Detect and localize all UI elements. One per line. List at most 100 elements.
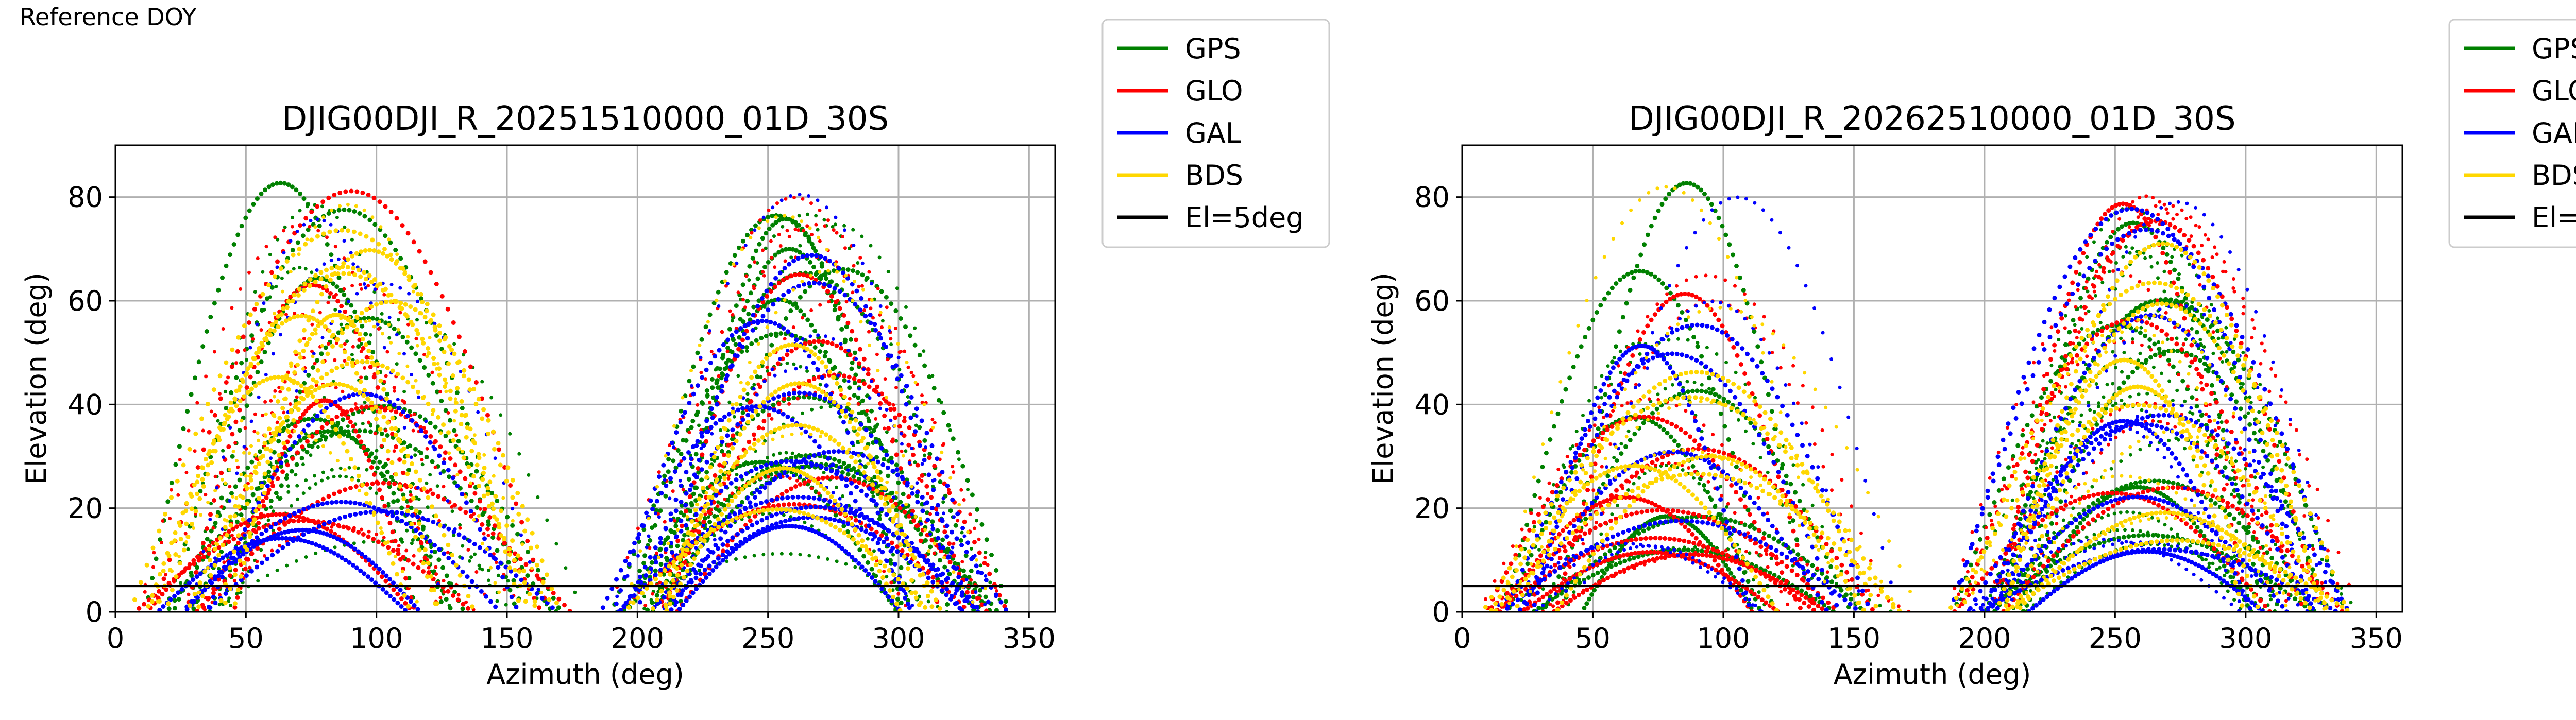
track-point: [689, 483, 694, 488]
track-point: [375, 533, 379, 536]
track-point: [769, 332, 774, 337]
track-point: [671, 458, 676, 464]
track-point: [395, 516, 400, 521]
track-point: [322, 218, 326, 222]
track-point: [814, 214, 818, 218]
track-point: [683, 410, 687, 415]
track-point: [745, 392, 750, 396]
track-point: [489, 490, 495, 495]
track-point: [428, 440, 433, 445]
track-point: [661, 572, 666, 577]
track-point: [237, 477, 242, 483]
track-point: [704, 388, 709, 393]
track-point: [859, 488, 864, 493]
track-point: [975, 596, 980, 601]
track-point: [752, 437, 756, 441]
series-glo: [137, 188, 1007, 612]
track-point: [292, 370, 297, 375]
track-point: [360, 287, 364, 291]
track-point: [715, 298, 719, 302]
track-point: [679, 408, 684, 414]
track-point: [857, 347, 862, 352]
track-point: [932, 551, 936, 555]
track-point: [242, 560, 247, 565]
track-point: [366, 534, 371, 539]
track-point: [861, 453, 866, 458]
track-point: [755, 276, 760, 281]
track-point: [327, 328, 332, 333]
track-point: [160, 540, 163, 544]
track-point: [877, 517, 882, 522]
track-point: [298, 191, 302, 196]
track-point: [811, 281, 817, 285]
track-point: [844, 562, 848, 566]
track-point: [223, 389, 227, 393]
track-point: [899, 432, 903, 436]
track-point: [439, 294, 445, 299]
track-point: [889, 580, 893, 585]
track-point: [707, 312, 713, 317]
track-point: [295, 450, 300, 455]
track-point: [631, 548, 636, 554]
track-point: [417, 521, 422, 526]
track-point: [302, 417, 307, 422]
track-point: [800, 254, 805, 259]
track-point: [764, 288, 769, 294]
track-point: [275, 476, 280, 481]
track-point: [426, 560, 431, 565]
track-point: [411, 239, 416, 245]
track-point: [875, 521, 880, 526]
track-point: [914, 493, 920, 499]
track-point: [354, 371, 359, 376]
track-point: [304, 555, 308, 559]
track-point: [206, 605, 211, 610]
track-point: [211, 387, 216, 392]
track-point: [298, 209, 302, 213]
track-point: [207, 543, 212, 548]
track-point: [349, 303, 354, 308]
track-point: [920, 473, 925, 478]
track-point: [761, 248, 765, 252]
track-point: [686, 450, 691, 455]
track-point: [720, 449, 724, 454]
track-point: [782, 266, 787, 271]
track-point: [901, 454, 905, 458]
track-point: [219, 495, 224, 501]
track-point: [940, 537, 945, 542]
track-point: [837, 466, 841, 470]
track-point: [677, 606, 682, 611]
track-point: [762, 305, 767, 309]
track-point: [358, 283, 362, 286]
track-point: [368, 429, 373, 434]
track-point: [643, 573, 649, 578]
track-point: [759, 318, 765, 323]
track-point: [367, 340, 372, 346]
track-point: [429, 488, 433, 492]
track-point: [390, 529, 395, 535]
track-point: [805, 369, 809, 373]
track-point: [886, 528, 890, 533]
track-point: [707, 571, 712, 576]
track-point: [329, 252, 334, 258]
track-point: [965, 540, 971, 545]
track-point: [726, 453, 731, 458]
track-point: [853, 558, 858, 563]
track-point: [730, 427, 735, 433]
track-point: [823, 224, 827, 228]
track-point: [472, 491, 478, 496]
track-point: [843, 504, 848, 509]
track-point: [911, 518, 917, 523]
track-point: [944, 587, 950, 592]
track-point: [161, 604, 166, 609]
track-point: [717, 374, 721, 378]
track-point: [643, 604, 648, 607]
track-point: [761, 400, 766, 405]
track-point: [936, 398, 941, 403]
track-point: [272, 328, 277, 333]
track-point: [852, 381, 857, 386]
track-point: [881, 539, 886, 544]
track-point: [857, 361, 862, 366]
track-point: [771, 402, 776, 407]
track-point: [762, 405, 768, 410]
track-point: [880, 319, 885, 323]
